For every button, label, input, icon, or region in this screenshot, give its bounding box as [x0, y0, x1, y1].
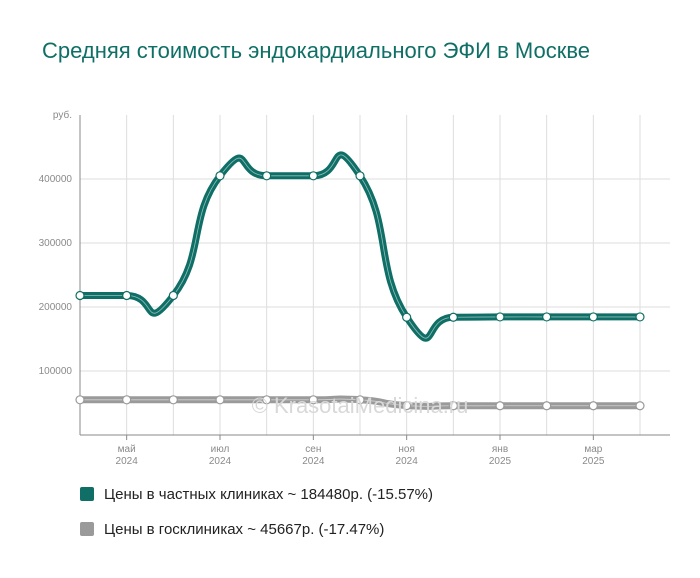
data-point: [168, 395, 178, 405]
legend-label-public: Цены в госклиниках ~ 45667р. (-17.47%): [104, 521, 385, 538]
data-point: [495, 312, 505, 322]
data-point: [308, 171, 318, 181]
data-point: [635, 312, 645, 322]
data-point: [75, 290, 85, 301]
x-tick-label-year: 2025: [489, 456, 512, 467]
data-point: [402, 312, 412, 322]
data-point: [542, 401, 552, 411]
data-point: [122, 395, 132, 405]
data-point: [262, 171, 272, 181]
data-point: [448, 401, 458, 411]
legend-item-public[interactable]: Цены в госклиниках ~ 45667р. (-17.47%): [80, 521, 384, 538]
legend-swatch-public: [80, 522, 94, 536]
x-tick-label-month: янв: [492, 444, 508, 455]
y-axis-unit: руб.: [53, 109, 72, 121]
data-point: [75, 395, 85, 405]
data-point: [635, 401, 645, 411]
data-point: [215, 395, 225, 405]
legend-item-private[interactable]: Цены в частных клиниках ~ 184480р. (-15.…: [80, 486, 433, 503]
series-1: [75, 395, 645, 411]
data-point: [215, 171, 225, 181]
data-point: [495, 401, 505, 411]
legend-swatch-private: [80, 487, 94, 501]
chart-title: Средняя стоимость эндокардиального ЭФИ в…: [42, 38, 590, 63]
y-tick-label: 200000: [39, 302, 73, 313]
x-tick-label-month: сен: [305, 444, 321, 455]
x-tick-label-month: мар: [584, 444, 602, 455]
x-tick-label-month: май: [118, 444, 136, 455]
series-layer: [75, 151, 645, 411]
data-point: [588, 312, 598, 322]
data-point: [122, 290, 132, 301]
data-point: [588, 401, 598, 411]
axes: 100000200000300000400000руб.май2024июл20…: [39, 109, 670, 467]
y-tick-label: 300000: [39, 238, 73, 249]
y-tick-label: 100000: [39, 366, 73, 377]
data-point: [448, 312, 458, 322]
x-tick-label-month: июл: [211, 444, 230, 455]
x-tick-label-year: 2025: [582, 456, 605, 467]
y-tick-label: 400000: [39, 174, 73, 185]
line-chart: 100000200000300000400000руб.май2024июл20…: [39, 109, 670, 467]
data-point: [355, 171, 365, 181]
data-point: [262, 395, 272, 405]
data-point: [355, 395, 365, 405]
x-tick-label-month: ноя: [398, 444, 415, 455]
data-point: [542, 312, 552, 322]
watermark: © KrasotaiMedicina.ru: [252, 393, 469, 418]
legend-label-private: Цены в частных клиниках ~ 184480р. (-15.…: [104, 486, 434, 503]
x-tick-label-year: 2024: [116, 456, 139, 467]
x-tick-label-year: 2024: [396, 456, 419, 467]
data-point: [402, 400, 412, 411]
grid: [80, 115, 670, 435]
data-point: [168, 290, 178, 301]
x-tick-label-year: 2024: [302, 456, 325, 467]
data-point: [308, 395, 318, 405]
x-tick-label-year: 2024: [209, 456, 232, 467]
series-0: [75, 151, 645, 342]
